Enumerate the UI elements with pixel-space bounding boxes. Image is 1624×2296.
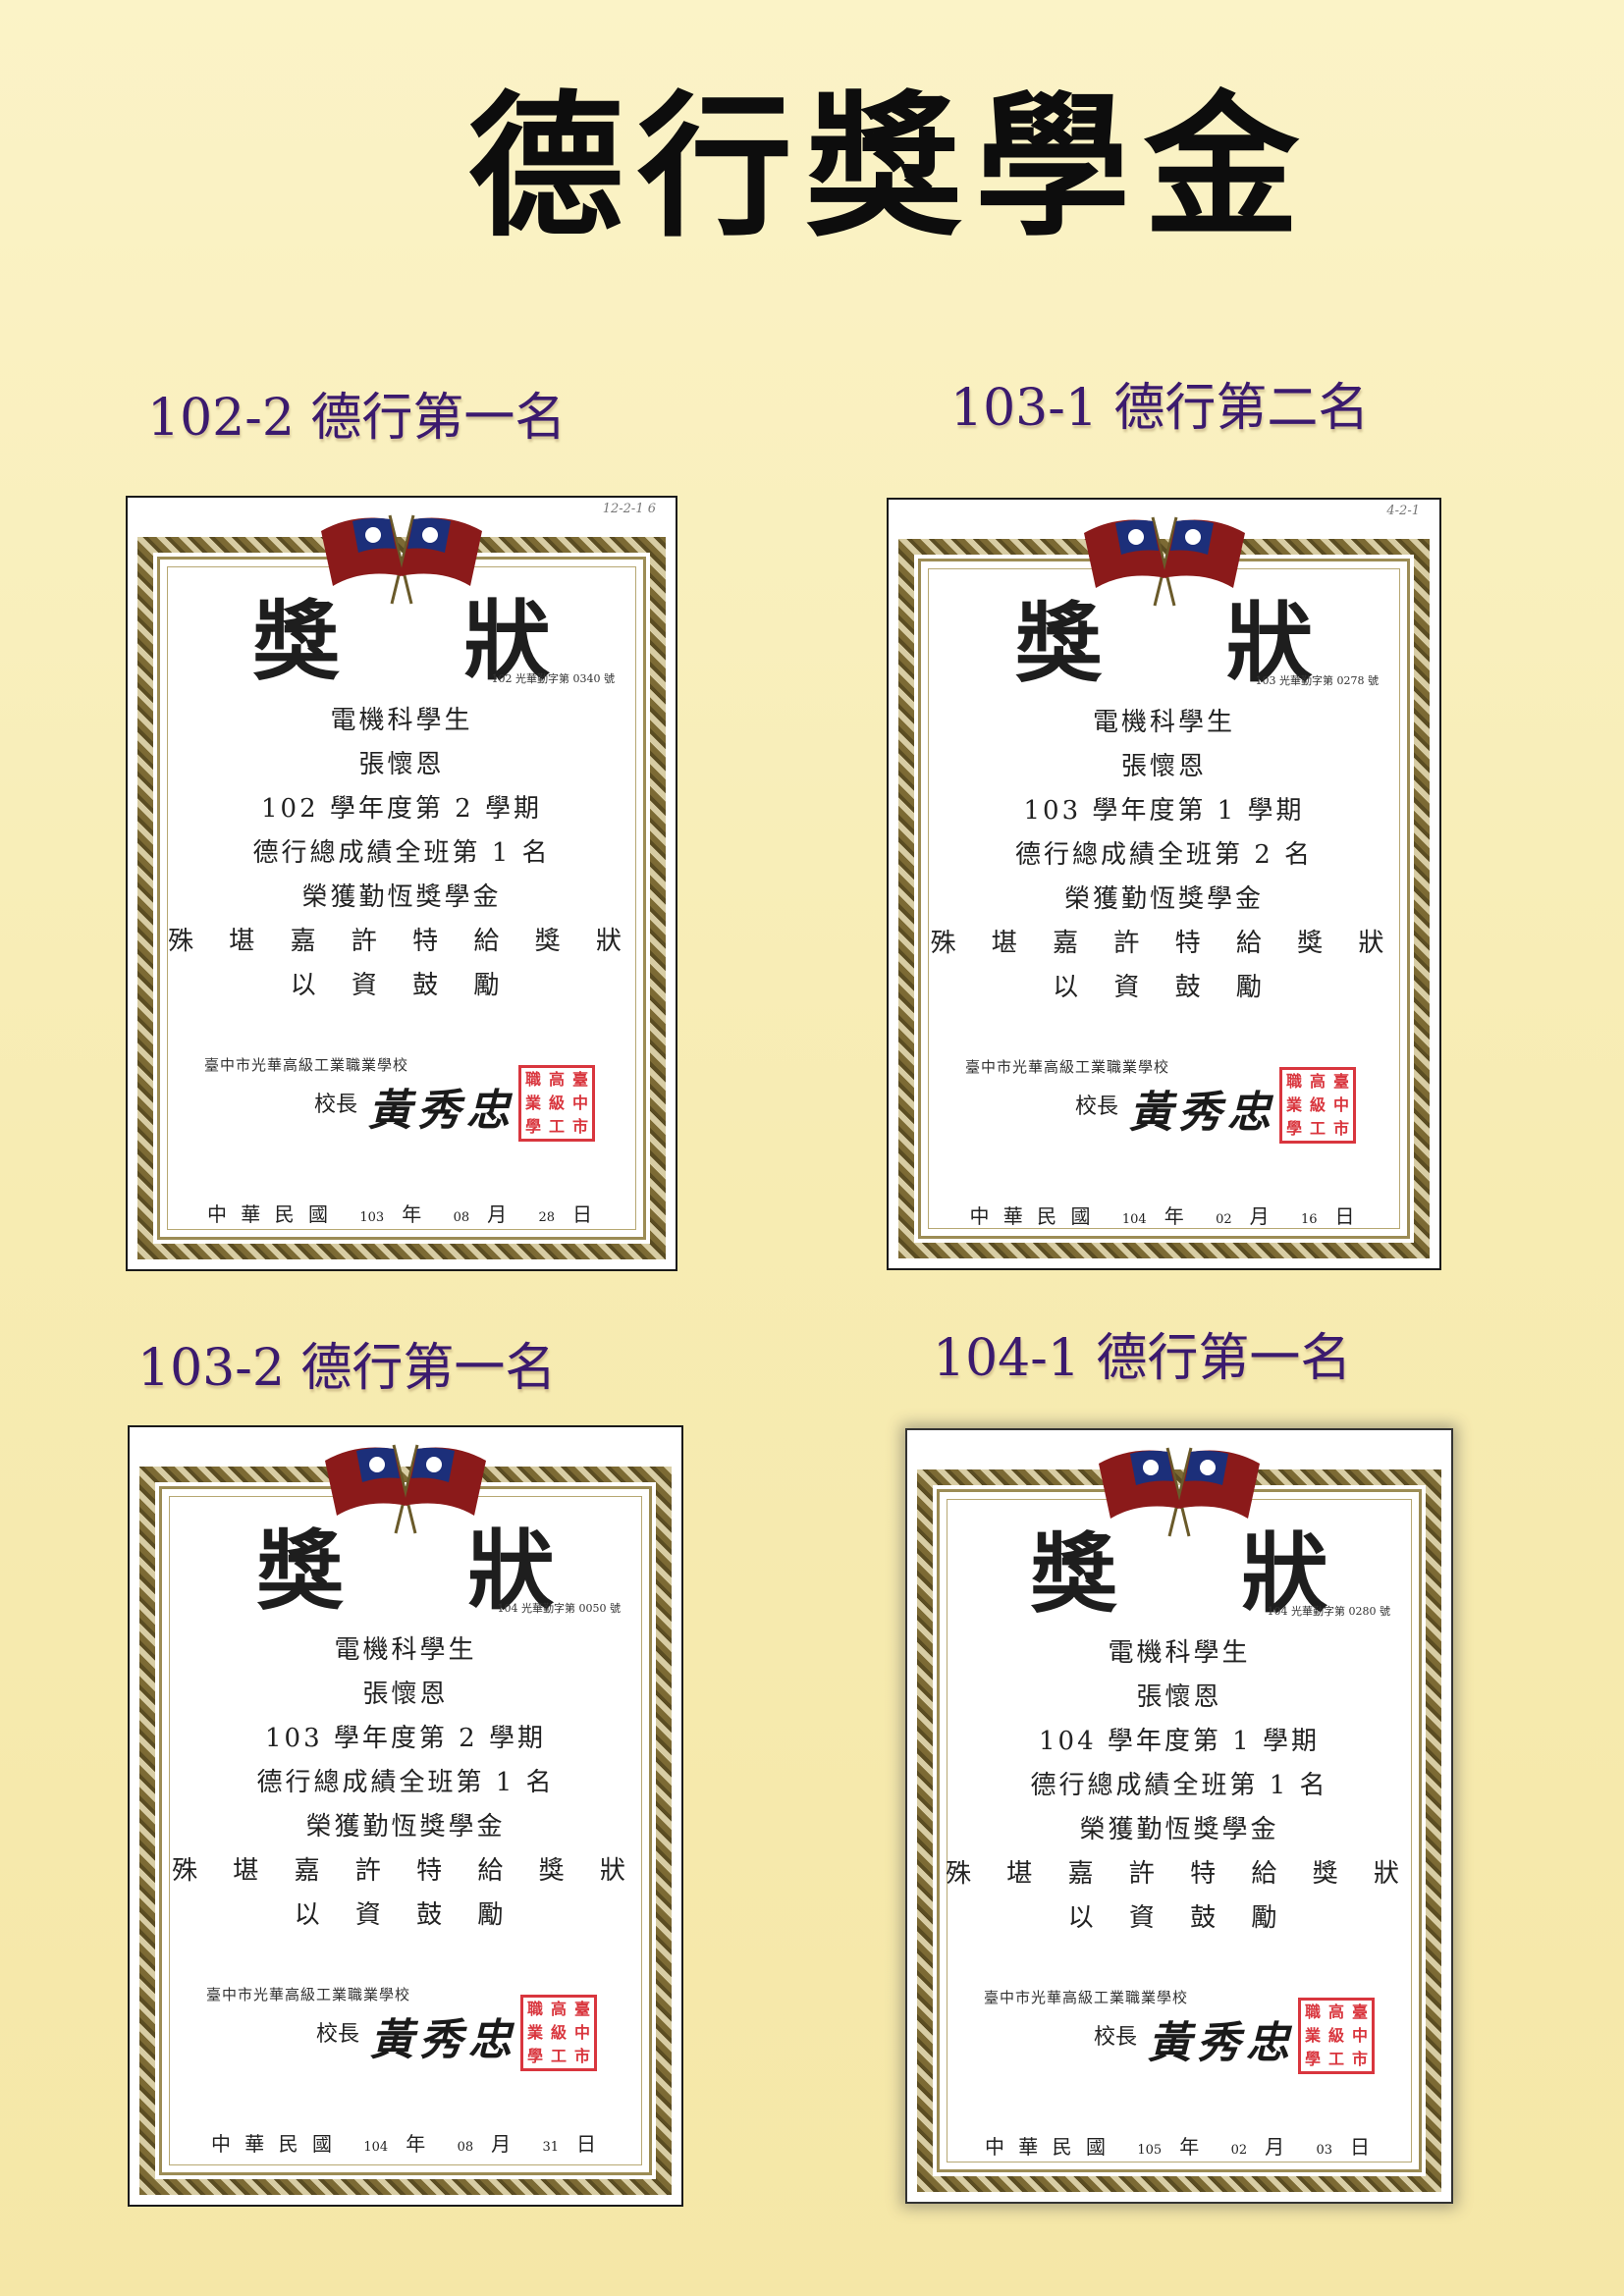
- school-seal: 職高臺 業級中 學工市: [518, 1065, 595, 1142]
- crossed-flags-icon: [321, 514, 482, 605]
- crossed-flags-icon: [1083, 516, 1245, 607]
- body-line: 103 學年度第 1 學期: [1023, 796, 1305, 826]
- body-line: 殊 堪 嘉 許 特 給 獎 狀: [930, 929, 1398, 958]
- body-line: 電機科學生: [1092, 708, 1235, 737]
- body-line: 殊 堪 嘉 許 特 給 獎 狀: [172, 1856, 639, 1886]
- principal-signature: 黃秀忠: [1148, 2018, 1295, 2068]
- certificate-1: 12-2-1 6 獎 狀 102 光華勤字第 0340 號 電機科學生 張懷恩 …: [126, 496, 677, 1271]
- certificate-title: 獎 狀: [252, 590, 598, 692]
- decorative-border: [137, 537, 666, 1259]
- decorative-border: [898, 539, 1430, 1258]
- certificate-body: 電機科學生 張懷恩 103 學年度第 2 學期 德行總成績全班第 1 名 榮獲勤…: [130, 1629, 681, 1938]
- certificate-2: 4-2-1 獎 狀 103 光華勤字第 0278 號 電機科學生 張懷恩 103…: [887, 498, 1441, 1270]
- certificate-3: 獎 狀 104 光華勤字第 0050 號 電機科學生 張懷恩 103 學年度第 …: [128, 1425, 683, 2207]
- crossed-flags-icon: [1099, 1447, 1260, 1537]
- body-line: 榮獲勤恆獎學金: [301, 882, 502, 912]
- body-line: 102 學年度第 2 學期: [261, 794, 542, 824]
- body-line: 榮獲勤恆獎學金: [1063, 884, 1264, 914]
- body-line: 電機科學生: [334, 1635, 477, 1665]
- body-line: 電機科學生: [1108, 1638, 1251, 1668]
- certificate-body: 電機科學生 張懷恩 104 學年度第 1 學期 德行總成績全班第 1 名 榮獲勤…: [907, 1631, 1451, 1941]
- body-line: 電機科學生: [330, 706, 473, 735]
- certificate-caption-2: 103-1 德行第二名: [950, 379, 1370, 438]
- body-line: 以 資 鼓 勵: [1067, 1903, 1291, 1933]
- school-seal: 職高臺 業級中 學工市: [1279, 1067, 1356, 1144]
- body-line: 殊 堪 嘉 許 特 給 獎 狀: [946, 1859, 1413, 1889]
- certificate-4: 獎 狀 104 光華勤字第 0280 號 電機科學生 張懷恩 104 學年度第 …: [905, 1428, 1453, 2204]
- handwritten-note: 4-2-1: [1386, 504, 1420, 518]
- page-title: 德行獎學金: [468, 77, 1313, 258]
- issue-date: 中 華 民 國 104 年 08 月 31 日: [210, 2132, 601, 2156]
- body-line: 張懷恩: [1136, 1682, 1222, 1712]
- body-line: 張懷恩: [362, 1680, 449, 1709]
- body-line: 張懷恩: [1120, 752, 1207, 781]
- school-name: 臺中市光華高級工業職業學校: [984, 1989, 1189, 2006]
- body-line: 104 學年度第 1 學期: [1039, 1727, 1320, 1756]
- serial-number: 104 光華勤字第 0050 號: [497, 1602, 621, 1615]
- school-name: 臺中市光華高級工業職業學校: [965, 1058, 1170, 1076]
- body-line: 德行總成績全班第 1 名: [252, 838, 551, 868]
- school-name: 臺中市光華高級工業職業學校: [206, 1986, 411, 2003]
- certificate-caption-4: 104-1 德行第一名: [933, 1329, 1352, 1388]
- body-line: 103 學年度第 2 學期: [265, 1724, 546, 1753]
- body-line: 殊 堪 嘉 許 特 給 獎 狀: [168, 927, 635, 956]
- body-line: 榮獲勤恆獎學金: [305, 1812, 506, 1842]
- certificate-caption-3: 103-2 德行第一名: [137, 1339, 557, 1398]
- body-line: 德行總成績全班第 1 名: [256, 1768, 555, 1797]
- principal-label: 校長: [316, 2022, 360, 2047]
- principal-signature: 黃秀忠: [368, 1086, 515, 1136]
- body-line: 德行總成績全班第 1 名: [1030, 1771, 1328, 1800]
- serial-number: 103 光華勤字第 0278 號: [1255, 674, 1379, 687]
- certificate-body: 電機科學生 張懷恩 103 學年度第 1 學期 德行總成績全班第 2 名 榮獲勤…: [889, 701, 1439, 1010]
- principal-label: 校長: [1075, 1095, 1119, 1119]
- school-name: 臺中市光華高級工業職業學校: [204, 1056, 409, 1074]
- crossed-flags-icon: [325, 1444, 486, 1534]
- principal-label: 校長: [1094, 2025, 1138, 2050]
- body-line: 榮獲勤恆獎學金: [1079, 1815, 1279, 1844]
- body-line: 以 資 鼓 勵: [1053, 973, 1275, 1002]
- certificate-title: 獎 狀: [256, 1520, 602, 1622]
- issue-date: 中 華 民 國 104 年 02 月 16 日: [969, 1204, 1359, 1228]
- issue-date: 中 華 民 國 105 年 02 月 03 日: [984, 2135, 1375, 2159]
- serial-number: 102 光華勤字第 0340 號: [491, 672, 615, 685]
- certificate-title: 獎 狀: [1015, 592, 1360, 694]
- school-seal: 職高臺 業級中 學工市: [1298, 1998, 1375, 2074]
- school-seal: 職高臺 業級中 學工市: [520, 1995, 597, 2071]
- body-line: 以 資 鼓 勵: [290, 971, 514, 1000]
- principal-signature: 黃秀忠: [1129, 1088, 1276, 1138]
- principal-signature: 黃秀忠: [370, 2015, 517, 2065]
- body-line: 張懷恩: [358, 750, 445, 779]
- certificate-caption-1: 102-2 德行第一名: [147, 389, 567, 448]
- serial-number: 104 光華勤字第 0280 號: [1267, 1605, 1390, 1618]
- body-line: 德行總成績全班第 2 名: [1014, 840, 1314, 870]
- body-line: 以 資 鼓 勵: [294, 1900, 517, 1930]
- certificate-title: 獎 狀: [1030, 1522, 1376, 1625]
- issue-date: 中 華 民 國 103 年 08 月 28 日: [206, 1202, 597, 1226]
- certificate-body: 電機科學生 張懷恩 102 學年度第 2 學期 德行總成績全班第 1 名 榮獲勤…: [128, 699, 676, 1008]
- decorative-border: [139, 1467, 672, 2195]
- handwritten-note: 12-2-1 6: [602, 502, 656, 516]
- principal-label: 校長: [314, 1093, 358, 1117]
